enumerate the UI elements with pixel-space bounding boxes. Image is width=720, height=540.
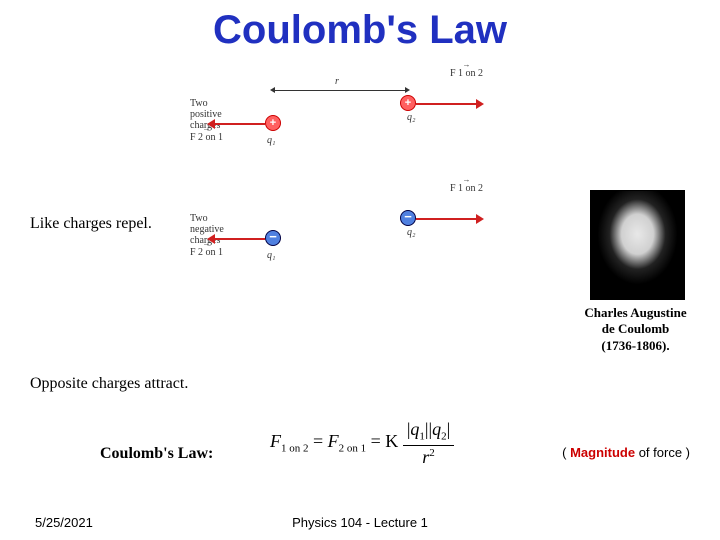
coulombs-law-formula: F1 on 2 = F2 on 1 = K |q1||q2| r2: [270, 420, 454, 466]
q2-label: q₂: [407, 112, 415, 123]
f21-label-neg: F 2 on 1: [190, 247, 223, 258]
coulombs-law-label: Coulomb's Law:: [100, 445, 213, 463]
caption-line3: (1736-1806).: [601, 338, 669, 353]
footer-center: Physics 104 - Lecture 1: [0, 515, 720, 530]
fm-rs: 2: [429, 447, 435, 459]
fm-sub1: 1 on 2: [281, 443, 309, 455]
mag-suf: of force ): [635, 445, 690, 460]
magnitude-note: ( Magnitude of force ): [562, 445, 690, 460]
force-arrow-f12: [416, 103, 476, 105]
distance-label: r: [335, 76, 339, 87]
caption-line2: de Coulomb: [602, 321, 670, 336]
like-repel-text: Like charges repel.: [30, 215, 152, 233]
f12-label: F 1 on 2: [450, 68, 483, 79]
f21-label: F 2 on 1: [190, 132, 223, 143]
force-arrow-f12-neg: [416, 218, 476, 220]
portrait-caption: Charles Augustine de Coulomb (1736-1806)…: [573, 305, 698, 354]
f12-label-neg: F 1 on 2: [450, 183, 483, 194]
charge-q1-minus: −: [265, 230, 281, 246]
opposite-attract-text: Opposite charges attract.: [30, 375, 188, 393]
mag-pre: (: [562, 445, 570, 460]
fm-bar3: |: [447, 419, 451, 439]
fm-sub2: 2 on 1: [339, 443, 367, 455]
page-title: Coulomb's Law: [0, 0, 720, 53]
fm-fraction: |q1||q2| r2: [403, 420, 454, 466]
diagram-row-negative: Two negative charges − − F 1 on 2 F 2 on…: [200, 185, 500, 270]
fm-q2: q: [432, 419, 441, 439]
fm-f1: F: [270, 431, 281, 451]
coulomb-portrait: [590, 190, 685, 300]
fm-eq1: =: [313, 431, 328, 451]
distance-arrow: [275, 90, 405, 91]
diagram-row-positive: Two positive charges r + + F 1 on 2 F 2 …: [200, 70, 500, 155]
fm-f2: F: [328, 431, 339, 451]
mag-red: Magnitude: [570, 445, 635, 460]
q1-label: q₁: [267, 135, 275, 146]
q2-label-neg: q₂: [407, 227, 415, 238]
caption-line1: Charles Augustine: [584, 305, 686, 320]
fm-eq2: = K: [371, 431, 403, 451]
force-diagram: Two positive charges r + + F 1 on 2 F 2 …: [200, 70, 500, 290]
charge-q2-minus: −: [400, 210, 416, 226]
q1-label-neg: q₁: [267, 250, 275, 261]
charge-q1-plus: +: [265, 115, 281, 131]
charge-q2-plus: +: [400, 95, 416, 111]
